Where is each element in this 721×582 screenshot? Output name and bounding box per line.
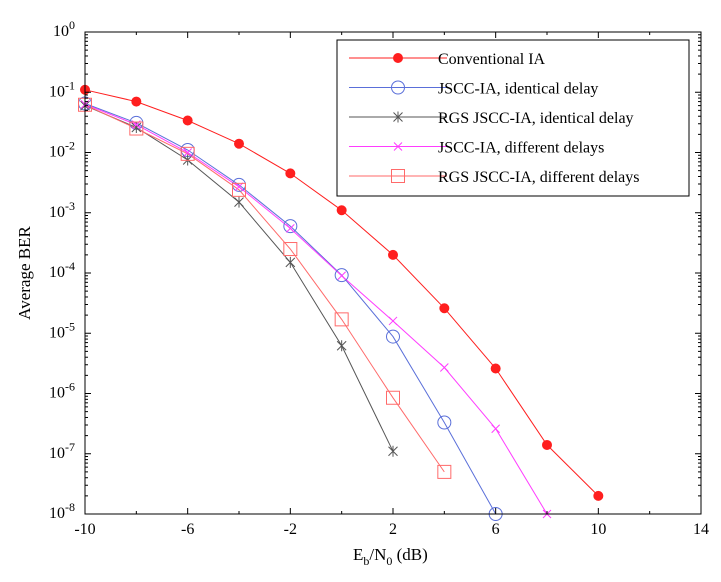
data-point-s4-6 — [386, 390, 400, 405]
y-axis-label: Average BER — [15, 226, 34, 320]
data-point-s3-6 — [388, 316, 398, 326]
legend-marker-2 — [393, 111, 403, 123]
y-tick-label: 10-7 — [49, 440, 75, 462]
data-point-s2-6 — [388, 445, 398, 457]
legend-label-3: JSCC-IA, different delays — [438, 140, 604, 157]
x-axis-label-sub-0: 0 — [386, 554, 392, 568]
y-tick-label: 10-2 — [49, 139, 75, 161]
x-axis-label-slash-n: /N — [369, 545, 386, 564]
data-point-s3-7 — [439, 363, 449, 372]
data-point-s3-4 — [285, 224, 295, 233]
y-tick-base: 10 — [49, 144, 65, 161]
y-tick-base: 10 — [49, 505, 65, 522]
y-tick-exponent: 0 — [69, 18, 75, 32]
x-tick-label: 6 — [492, 521, 500, 538]
y-tick-label: 100 — [53, 18, 75, 40]
data-point-s4-5 — [334, 312, 349, 327]
data-point-s0-2 — [182, 115, 193, 126]
legend-marker-3 — [393, 142, 403, 151]
y-tick-exponent: -6 — [65, 380, 75, 394]
x-tick-label: 10 — [590, 521, 606, 538]
y-tick-base: 10 — [49, 445, 65, 462]
data-point-s4-2 — [180, 146, 195, 161]
legend-label-2: RGS JSCC-IA, identical delay — [438, 110, 634, 127]
y-tick-base: 10 — [49, 385, 65, 402]
data-point-s0-4 — [285, 168, 296, 179]
x-tick-label: -10 — [74, 521, 95, 538]
x-axis-label-sub-b: b — [363, 554, 369, 568]
legend-label-0: Conventional IA — [438, 51, 546, 68]
data-point-s3-5 — [337, 271, 347, 281]
x-tick-label: -2 — [284, 521, 297, 538]
y-tick-base: 10 — [53, 23, 69, 40]
data-point-s0-10 — [593, 490, 604, 501]
data-point-s0-8 — [490, 363, 501, 374]
data-point-s0-3 — [234, 138, 244, 149]
data-point-s1-4 — [283, 219, 298, 234]
data-point-s4-7 — [437, 464, 452, 479]
y-tick-base: 10 — [49, 264, 65, 281]
data-point-s1-7 — [437, 415, 452, 430]
data-point-s2-3 — [234, 196, 244, 208]
legend-marker-1 — [391, 80, 405, 95]
y-tick-label: 10-8 — [49, 500, 75, 522]
data-point-s3-2 — [183, 148, 193, 157]
x-axis-label-db: (dB) — [392, 545, 427, 564]
y-tick-exponent: -5 — [65, 319, 75, 333]
data-point-s3-3 — [234, 182, 244, 192]
y-tick-label: 10-4 — [49, 259, 75, 281]
y-tick-exponent: -4 — [65, 259, 75, 273]
data-point-s0-5 — [336, 205, 347, 216]
series-line-1 — [84, 103, 497, 515]
axes: -10 -6 -2 2 6 10 1410010-110-210-310-410-510-6… — [49, 18, 709, 538]
y-tick-exponent: -1 — [65, 78, 75, 92]
legend-label-1: JSCC-IA, identical delay — [438, 81, 598, 98]
y-tick-label: 10-1 — [49, 78, 75, 100]
data-point-s4-1 — [129, 121, 144, 136]
y-tick-exponent: -2 — [65, 139, 75, 153]
data-point-s0-9 — [542, 439, 552, 450]
data-point-s0-7 — [439, 303, 450, 314]
y-tick-base: 10 — [49, 324, 65, 341]
y-tick-exponent: -8 — [65, 500, 75, 514]
x-axis-label-e: E — [353, 545, 363, 564]
legend-marker-4 — [391, 169, 405, 183]
x-tick-label: 14 — [693, 521, 709, 538]
data-point-s2-1 — [131, 121, 142, 133]
y-tick-exponent: -3 — [65, 199, 75, 213]
legend-label-4: RGS JSCC-IA, different delays — [438, 169, 639, 186]
data-point-s1-5 — [334, 268, 349, 283]
data-point-s2-4 — [285, 256, 296, 268]
x-tick-label: 2 — [389, 521, 397, 538]
y-tick-exponent: -7 — [65, 440, 75, 454]
data-point-s0-6 — [388, 249, 398, 260]
x-tick-label: -6 — [181, 521, 194, 538]
y-tick-label: 10-5 — [49, 319, 75, 341]
data-point-s2-5 — [336, 340, 347, 352]
legend: Conventional IA JSCC-IA, identical delay R… — [336, 39, 690, 197]
data-point-s1-6 — [386, 329, 400, 344]
legend-marker-0 — [393, 53, 403, 63]
data-point-s4-4 — [283, 242, 298, 257]
data-point-s4-3 — [232, 182, 246, 197]
y-tick-base: 10 — [49, 83, 65, 100]
series-line-3 — [84, 103, 548, 515]
y-tick-label: 10-3 — [49, 199, 75, 221]
y-tick-label: 10-6 — [49, 380, 75, 402]
x-axis-label: Eb/N0 (dB) — [353, 545, 428, 568]
y-tick-base: 10 — [49, 204, 65, 221]
data-point-s0-1 — [131, 96, 142, 107]
series-line-4 — [84, 104, 445, 473]
data-point-s3-8 — [491, 424, 501, 434]
